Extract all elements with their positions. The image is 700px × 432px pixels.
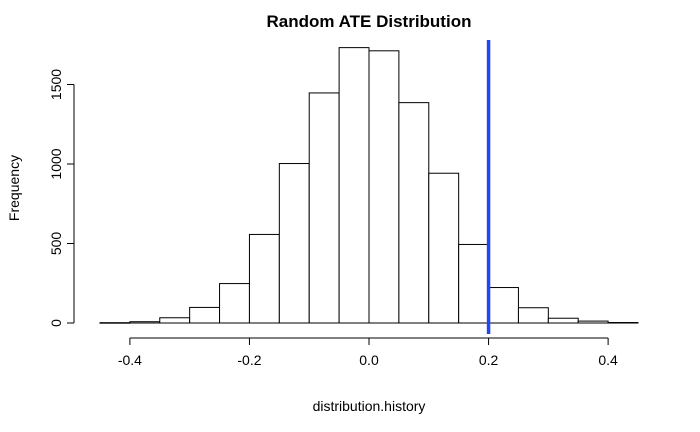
x-axis: -0.4 -0.2 0.0 0.2 0.4 [118,337,618,368]
histogram-bar-5 [248,233,280,324]
histogram-bar-13 [488,287,519,324]
histogram-bar-10 [398,102,430,324]
x-tick-label: 0.2 [479,352,499,368]
histogram-bar-12 [458,243,490,324]
bars-group [99,47,639,324]
x-axis-label: distribution.history [313,398,426,414]
histogram-bar-6 [278,163,310,324]
x-tick-label: 0.4 [598,352,618,368]
y-tick-label: 500 [48,232,64,256]
histogram-bar-15 [547,317,579,324]
x-tick-label: -0.4 [118,352,142,368]
histogram-bar-8 [338,47,370,324]
histogram-bar-11 [428,172,460,324]
y-tick-label: 1000 [48,148,64,179]
histogram-bar-3 [189,306,221,324]
histogram-bar-4 [219,283,250,324]
y-axis: 0 500 1000 1500 [48,69,75,327]
x-tick-label: -0.2 [237,352,261,368]
histogram-bar-9 [368,50,400,324]
chart-title: Random ATE Distribution [267,12,472,31]
y-tick-label: 0 [48,319,64,327]
x-tick-label: 0.0 [359,352,379,368]
y-tick-label: 1500 [48,69,64,100]
histogram-bar-7 [308,92,340,324]
histogram-bar-2 [159,317,191,324]
y-axis-label: Frequency [6,155,22,221]
histogram-bar-14 [517,307,549,324]
